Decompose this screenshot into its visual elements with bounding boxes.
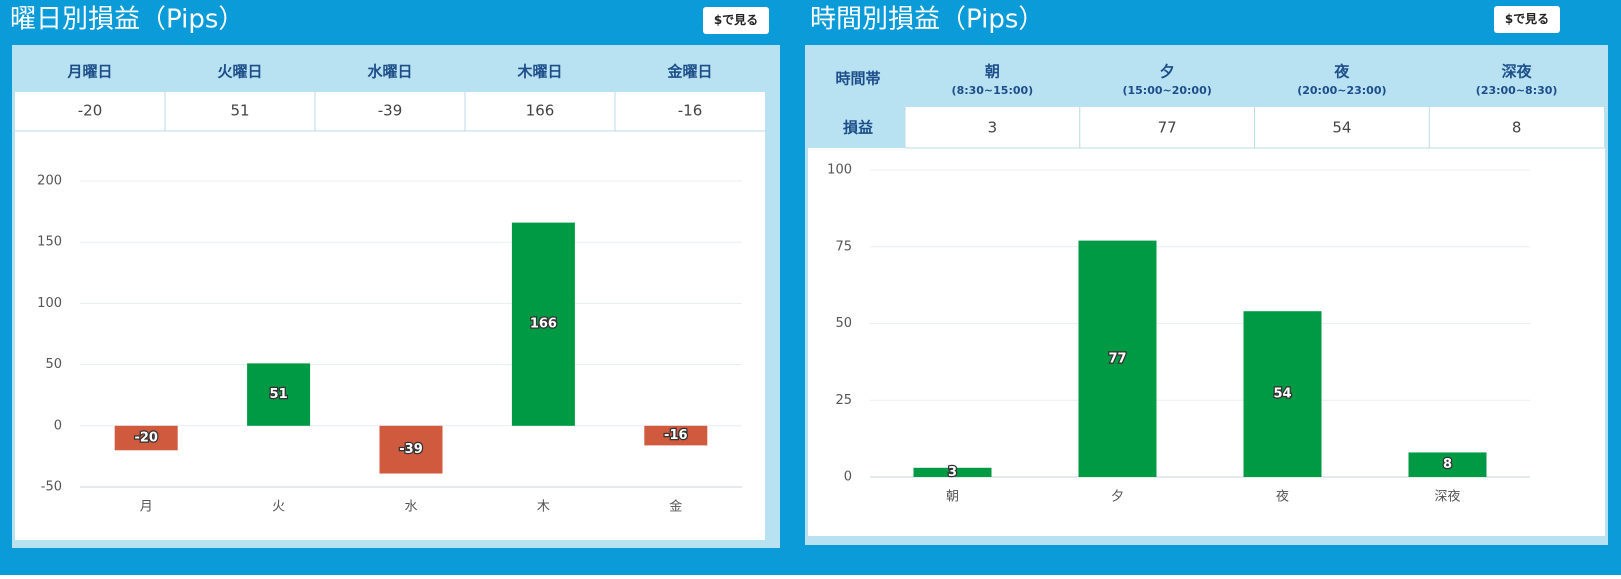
button[interactable] [1494, 6, 1560, 33]
x-tick-label: 水 [404, 500, 417, 515]
x-tick-label: 金 [669, 499, 682, 515]
data-label: -39 [399, 442, 423, 457]
bar [1243, 311, 1322, 477]
data-label: 77 [1108, 351, 1126, 366]
bar [114, 425, 178, 451]
table-cell: 3 [988, 119, 998, 137]
table-header: 深夜 [1502, 63, 1533, 81]
table-cell: 77 [1158, 119, 1177, 137]
y-tick-label: 50 [835, 316, 852, 331]
bar [247, 363, 311, 426]
data-label: -20 [134, 431, 158, 446]
y-tick-label: 50 [45, 357, 62, 372]
bar [379, 425, 443, 474]
data-label: 8 [1443, 457, 1452, 472]
bar [1078, 240, 1157, 477]
table-corner: 時間帯 [835, 70, 880, 88]
x-tick-label: 火 [272, 500, 285, 515]
table-cell: 166 [526, 102, 555, 120]
row-label: 損益 [843, 119, 873, 137]
table-header: 金曜日 [666, 63, 712, 81]
button-label[interactable]: $で見る [714, 12, 758, 27]
table-subheader: (8:30~15:00) [952, 84, 1034, 97]
table-cell: -20 [78, 102, 103, 120]
bar [511, 222, 575, 426]
y-tick-label: 100 [37, 296, 62, 311]
table-header: 朝 [985, 63, 1000, 81]
button[interactable] [703, 7, 769, 34]
table-cell: 8 [1512, 119, 1522, 137]
table-subheader: (23:00~8:30) [1476, 84, 1558, 97]
button-label[interactable]: $で見る [1505, 11, 1549, 26]
data-label: -16 [664, 428, 688, 443]
x-tick-label: 夕 [1111, 490, 1124, 505]
x-tick-label: 深夜 [1434, 490, 1460, 505]
table-header: 火曜日 [217, 63, 262, 81]
y-tick-label: 0 [844, 470, 852, 485]
data-label: 54 [1273, 387, 1291, 402]
y-tick-label: 100 [827, 163, 852, 178]
chart-area [808, 148, 1605, 536]
table-cell: 51 [230, 102, 249, 120]
panel-title: 時間別損益（Pips） [810, 5, 1044, 35]
x-tick-label: 木 [537, 500, 550, 515]
table-cell: -16 [678, 102, 703, 120]
table-header: 木曜日 [516, 63, 562, 81]
x-tick-label: 月 [140, 500, 153, 515]
table-cell: -39 [378, 102, 403, 120]
table-cell: 54 [1332, 119, 1351, 137]
table-subheader: (15:00~20:00) [1122, 84, 1211, 97]
table-header: 夜 [1333, 63, 1350, 81]
x-tick-label: 朝 [946, 490, 959, 505]
table-subheader: (20:00~23:00) [1297, 84, 1386, 97]
table-header: 水曜日 [367, 63, 412, 81]
y-tick-label: 25 [835, 393, 852, 408]
y-tick-label: -50 [41, 480, 62, 495]
y-tick-label: 200 [37, 174, 62, 189]
y-tick-label: 0 [54, 418, 62, 433]
bar [913, 467, 992, 477]
panel-title: 曜日別損益（Pips） [10, 5, 244, 35]
data-label: 51 [270, 387, 288, 402]
bar [644, 425, 708, 446]
table-header: 月曜日 [66, 63, 112, 81]
x-tick-label: 夜 [1276, 490, 1289, 505]
bar [1408, 452, 1487, 477]
data-label: 166 [530, 317, 557, 332]
y-tick-label: 75 [835, 239, 852, 254]
y-tick-label: 150 [37, 235, 62, 250]
table-header: 夕 [1160, 63, 1175, 81]
data-label: 3 [948, 465, 957, 480]
